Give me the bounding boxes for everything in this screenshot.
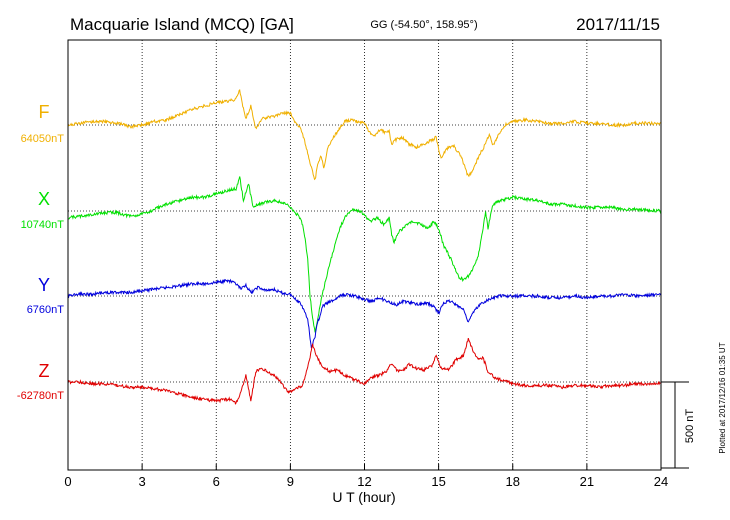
- x-tick-label: 9: [287, 474, 294, 489]
- x-tick-label: 24: [654, 474, 668, 489]
- series-labels: F 64050nT X 10740nT Y 6760nT Z -62780nT: [17, 102, 64, 402]
- date-label: 2017/11/15: [576, 15, 660, 34]
- series-y-name: Y: [38, 275, 50, 295]
- scale-bar-label: 500 nT: [684, 409, 696, 444]
- x-tick-label: 3: [139, 474, 146, 489]
- x-tick-label: 21: [580, 474, 594, 489]
- plot-frame: [67, 39, 662, 471]
- series-z-line: [67, 337, 662, 405]
- series-z-name: Z: [39, 361, 50, 381]
- station-coordinates: GG (-54.50°, 158.95°): [370, 19, 477, 31]
- x-axis-ticks: 0 3 6 9 12 15 18 21 24: [64, 464, 668, 489]
- plotted-timestamp: Plotted at 2017/12/16 01:35 UT: [718, 342, 727, 453]
- series-f-line: [67, 89, 662, 181]
- trace-group: [67, 89, 662, 405]
- x-axis-label: U T (hour): [332, 489, 395, 505]
- station-title: Macquarie Island (MCQ) [GA]: [70, 15, 294, 34]
- x-tick-label: 15: [431, 474, 445, 489]
- series-x-name: X: [38, 189, 50, 209]
- series-y-baseline: 6760nT: [27, 304, 65, 316]
- scale-bar: 500 nT: [661, 381, 696, 469]
- x-tick-label: 12: [357, 474, 371, 489]
- x-tick-label: 18: [506, 474, 520, 489]
- x-tick-label: 6: [213, 474, 220, 489]
- grid-lines: [68, 40, 661, 470]
- series-y-line: [67, 278, 662, 349]
- x-tick-label: 0: [64, 474, 71, 489]
- series-f-name: F: [39, 102, 50, 122]
- series-x-line: [67, 176, 662, 333]
- series-x-baseline: 10740nT: [21, 219, 65, 231]
- series-z-baseline: -62780nT: [17, 390, 64, 402]
- series-f-baseline: 64050nT: [21, 133, 65, 145]
